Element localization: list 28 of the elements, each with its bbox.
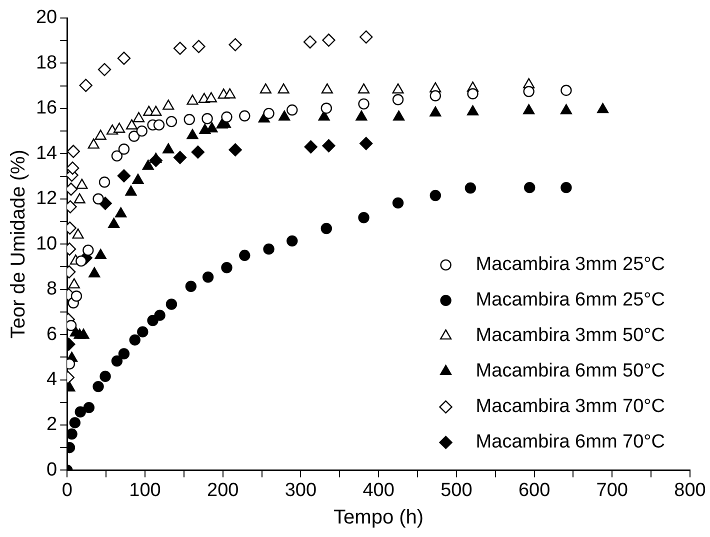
y-tick-label: 14 — [36, 142, 58, 164]
x-tick-label: 700 — [596, 480, 628, 501]
x-tick-label: 100 — [129, 480, 161, 501]
legend-label: Macambira 3mm 25°C — [476, 254, 665, 276]
y-tick-label: 10 — [36, 233, 58, 254]
y-tick-label: 4 — [46, 368, 58, 390]
legend-label: Macambira 3mm 50°C — [476, 325, 665, 346]
y-tick-label: 0 — [46, 459, 58, 480]
y-axis-title: Teor de Umidade (%) — [8, 150, 30, 339]
legend-label: Macambira 3mm 70°C — [476, 396, 665, 418]
x-tick-label: 200 — [207, 480, 239, 501]
y-tick-label: 8 — [46, 278, 58, 300]
y-tick-label: 2 — [46, 414, 58, 436]
legend-label: Macambira 6mm 50°C — [476, 360, 665, 382]
y-tick-label: 18 — [36, 52, 58, 74]
legend-label: Macambira 6mm 25°C — [476, 290, 665, 311]
x-tick-label: 600 — [518, 480, 550, 501]
x-tick-label: 0 — [62, 480, 72, 501]
y-tick-label: 6 — [46, 324, 58, 345]
x-tick-label: 400 — [362, 480, 394, 501]
x-tick-label: 300 — [284, 480, 317, 501]
x-axis-title: Tempo (h) — [334, 506, 424, 529]
y-tick-label: 12 — [36, 188, 58, 210]
legend-label: Macambira 6mm 70°C — [476, 432, 665, 453]
x-tick-label: 500 — [440, 480, 472, 501]
y-tick-label: 20 — [36, 7, 58, 28]
y-tick-label: 16 — [36, 98, 58, 119]
x-tick-label: 800 — [674, 480, 706, 501]
